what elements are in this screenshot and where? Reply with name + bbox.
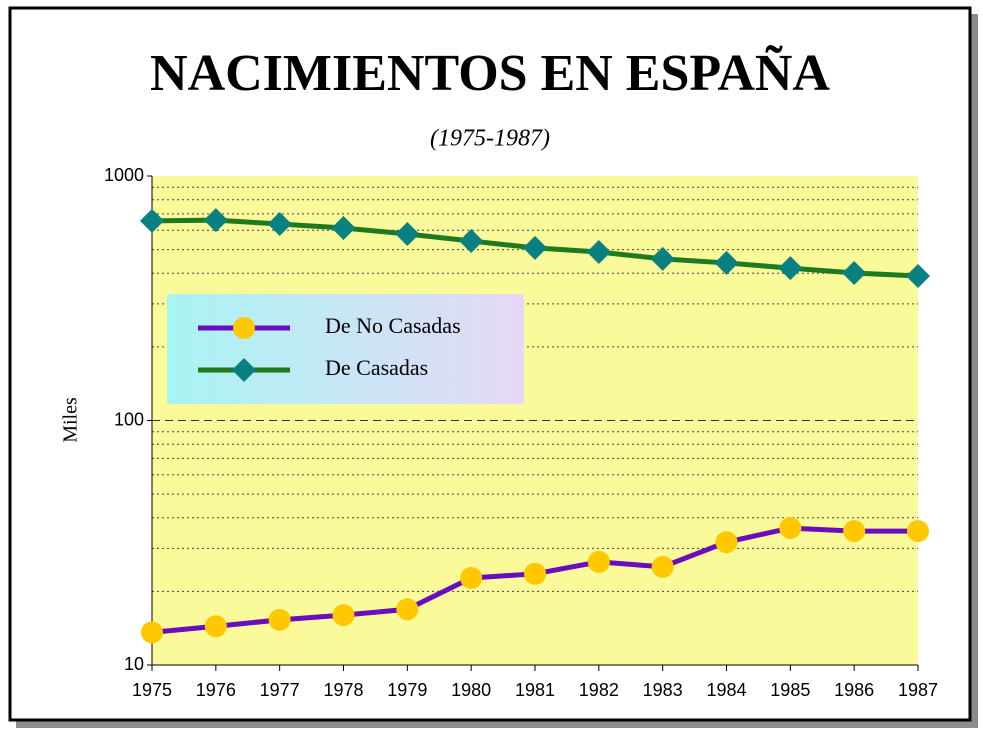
- point: [715, 531, 738, 554]
- point: [586, 239, 611, 264]
- x-tick-label: 1986: [834, 680, 874, 700]
- point: [524, 562, 546, 585]
- legend-marker: [232, 358, 256, 382]
- point: [460, 566, 483, 589]
- point: [140, 208, 164, 233]
- point: [396, 598, 419, 621]
- x-tick-label: 1978: [323, 680, 363, 700]
- point: [523, 235, 547, 260]
- point: [714, 250, 739, 275]
- point: [395, 222, 420, 247]
- point: [906, 263, 930, 288]
- legend-label: De No Casadas: [325, 313, 461, 338]
- x-tick-label: 1979: [387, 680, 427, 700]
- point: [778, 256, 803, 281]
- y-tick-label: 100: [114, 409, 144, 429]
- legend: [167, 294, 524, 404]
- point: [203, 208, 228, 233]
- x-tick-label: 1987: [898, 680, 938, 700]
- point: [843, 520, 866, 543]
- chart-title: NACIMIENTOS EN ESPAÑA: [150, 44, 830, 102]
- point: [651, 555, 674, 578]
- y-tick-label: 10: [124, 654, 144, 674]
- chart-subtitle: (1975-1987): [430, 126, 550, 152]
- point: [204, 615, 227, 638]
- point: [779, 517, 802, 540]
- x-tick-label: 1985: [770, 680, 810, 700]
- x-tick-label: 1976: [196, 680, 236, 700]
- point: [587, 550, 610, 573]
- legend-label: De Casadas: [325, 355, 428, 380]
- x-tick-label: 1977: [260, 680, 300, 700]
- point: [907, 520, 929, 543]
- point: [459, 229, 484, 254]
- point: [141, 621, 163, 644]
- x-tick-label: 1975: [132, 680, 172, 700]
- y-axis-label: Miles: [60, 397, 82, 443]
- point: [331, 215, 356, 240]
- x-tick-label: 1981: [515, 680, 555, 700]
- point: [650, 246, 675, 271]
- x-tick-label: 1980: [451, 680, 491, 700]
- point: [842, 261, 867, 286]
- x-tick-label: 1984: [706, 680, 746, 700]
- point: [332, 604, 355, 627]
- x-tick-label: 1982: [579, 680, 619, 700]
- legend-marker: [233, 317, 255, 339]
- point: [267, 212, 292, 237]
- y-tick-label: 1000: [104, 165, 144, 185]
- point: [268, 608, 291, 631]
- x-tick-label: 1983: [643, 680, 683, 700]
